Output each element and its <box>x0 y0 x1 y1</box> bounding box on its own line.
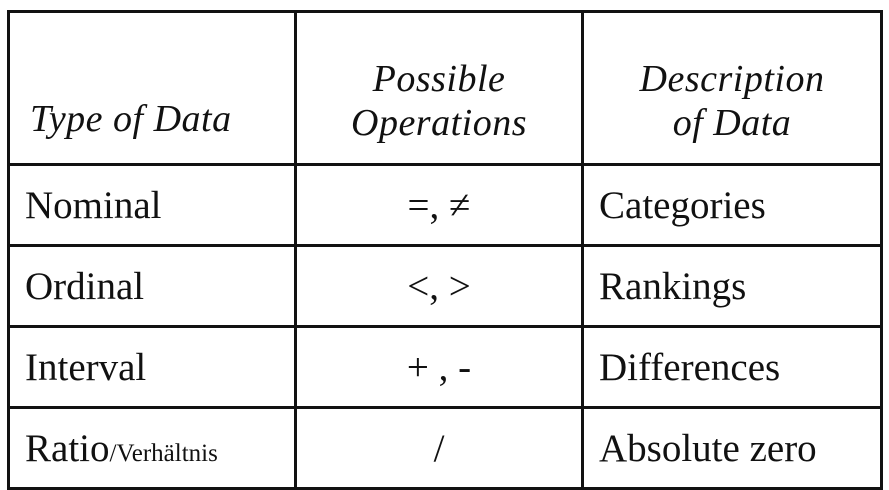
type-cell: Nominal <box>7 163 297 247</box>
header-row: Type of Data Possible Operations Descrip… <box>7 10 883 166</box>
header-operations-line-1: Possible <box>372 58 506 100</box>
description-cell: Categories <box>581 163 883 247</box>
description-cell: Rankings <box>581 244 883 328</box>
header-operations-line-2: Operations <box>351 102 527 144</box>
data-types-table: Type of Data Possible Operations Descrip… <box>7 10 883 490</box>
type-label: Nominal <box>25 183 162 227</box>
header-description-line-1: Description <box>639 58 825 100</box>
table-row: Ordinal <, > Rankings <box>7 244 883 328</box>
type-cell: Ratio/Verhältnis <box>7 406 297 490</box>
operations-cell: =, ≠ <box>294 163 584 247</box>
type-label: Interval <box>25 345 147 389</box>
header-description-of-data: Description of Data <box>581 10 883 166</box>
header-type-of-data: Type of Data <box>7 10 297 166</box>
table-row: Nominal =, ≠ Categories <box>7 163 883 247</box>
header-description-line-2: of Data <box>672 102 792 144</box>
operations-cell: + , - <box>294 325 584 409</box>
description-cell: Absolute zero <box>581 406 883 490</box>
description-cell: Differences <box>581 325 883 409</box>
operations-cell: <, > <box>294 244 584 328</box>
table-row: Ratio/Verhältnis / Absolute zero <box>7 406 883 490</box>
table-row: Interval + , - Differences <box>7 325 883 409</box>
type-label: Ratio <box>25 426 110 470</box>
type-suffix: /Verhältnis <box>109 439 218 467</box>
type-cell: Interval <box>7 325 297 409</box>
header-possible-operations: Possible Operations <box>294 10 584 166</box>
type-cell: Ordinal <box>7 244 297 328</box>
operations-cell: / <box>294 406 584 490</box>
type-label: Ordinal <box>25 264 145 308</box>
